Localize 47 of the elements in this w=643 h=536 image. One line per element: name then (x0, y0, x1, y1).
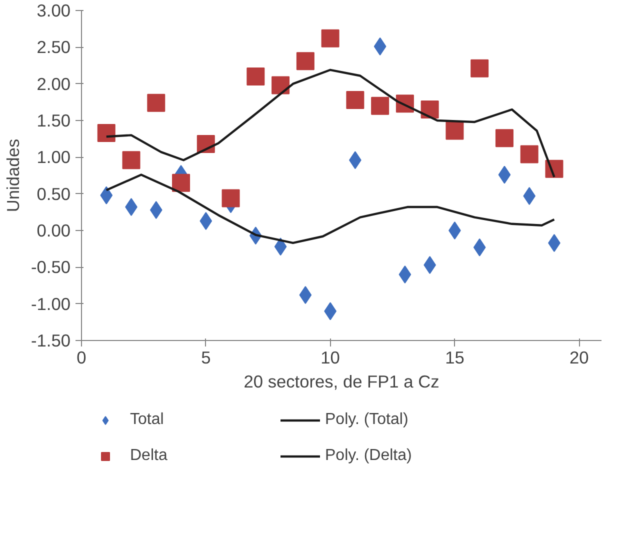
point (222, 189, 240, 208)
x-axis-title: 20 sectores, de FP1 a Cz (244, 372, 440, 392)
y-tick-label: -1.50 (31, 330, 71, 350)
point (150, 200, 162, 219)
y-tick-label: 1.50 (36, 110, 71, 130)
point (374, 37, 386, 56)
point (321, 29, 340, 48)
point (473, 238, 486, 256)
point (495, 129, 514, 148)
point (122, 151, 140, 170)
x-tick-label: 0 (76, 348, 86, 368)
point (272, 76, 290, 94)
y-tick-label: 2.00 (36, 74, 71, 94)
legend-label: Poly. (Delta) (325, 447, 413, 465)
point (97, 124, 116, 142)
point (299, 286, 312, 304)
point (246, 68, 265, 86)
legend-label: Delta (130, 447, 168, 465)
point (420, 100, 439, 118)
y-tick-label: 1.00 (36, 147, 71, 168)
y-tick-label: 0.00 (36, 220, 71, 240)
point (346, 90, 364, 109)
y-tick-label: 3.00 (36, 0, 71, 20)
x-tick-label: 20 (569, 348, 589, 368)
point (520, 145, 538, 164)
legend-label: Poly. (Total) (325, 411, 410, 429)
y-tick-label: -1.00 (31, 294, 71, 314)
y-tick-label: 0.50 (36, 184, 71, 204)
point (100, 186, 113, 204)
x-tick-label: 15 (445, 348, 464, 368)
point (371, 96, 390, 115)
x-tick-label: 10 (320, 348, 340, 368)
point (398, 266, 412, 284)
point (274, 238, 287, 256)
legend-label: Total (130, 411, 165, 429)
point (470, 59, 489, 78)
y-tick-label: -0.50 (31, 257, 71, 278)
point (147, 94, 166, 112)
point (200, 212, 212, 230)
point (523, 187, 536, 206)
y-tick-label: 2.50 (36, 37, 71, 58)
point (296, 52, 314, 70)
y-axis-title: Unidades (3, 138, 24, 212)
point (498, 166, 511, 184)
point (172, 174, 190, 192)
point (446, 122, 464, 140)
x-tick-label: 5 (201, 348, 211, 368)
